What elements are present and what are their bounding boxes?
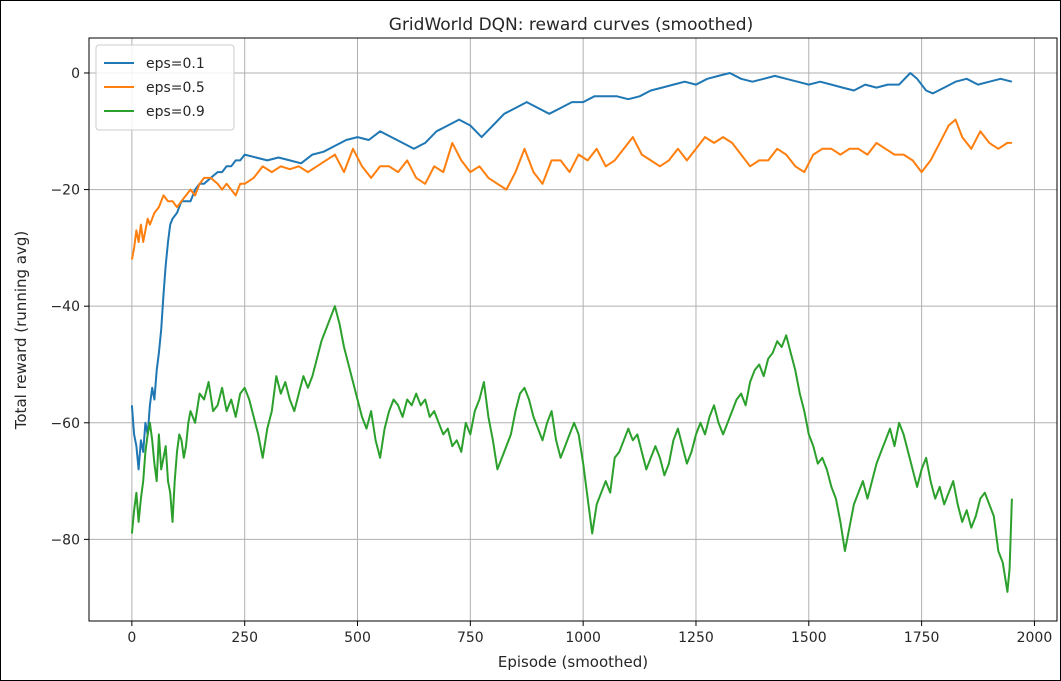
y-tick-label: −40 (50, 299, 80, 315)
chart-title: GridWorld DQN: reward curves (smoothed) (389, 15, 753, 35)
y-tick-label: −20 (50, 183, 80, 199)
x-tick-label: 1750 (904, 630, 940, 646)
y-tick-label: 0 (71, 66, 80, 82)
x-tick-label: 0 (127, 630, 136, 646)
y-tick-label: −80 (50, 532, 80, 548)
series-lines (130, 72, 1013, 593)
x-tick-label: 250 (231, 630, 258, 646)
legend-label: eps=0.9 (146, 104, 205, 120)
series-line-3 (130, 305, 1013, 593)
x-tick-label: 1250 (678, 630, 714, 646)
y-axis-label: Total reward (running avg) (12, 231, 30, 430)
series-line-1 (130, 72, 1013, 471)
x-tick-label: 2000 (1017, 630, 1053, 646)
legend-label: eps=0.5 (146, 80, 205, 96)
x-tick-label: 500 (344, 630, 371, 646)
axis-ticks: 0 250 500 750 1000 1250 1500 1750 2000 0 −20 −40 −60… (50, 66, 1052, 646)
legend-box (95, 44, 235, 131)
y-tick-label: −60 (50, 416, 80, 432)
plot-border (88, 37, 1058, 622)
x-axis-label: Episode (smoothed) (498, 653, 648, 671)
x-tick-label: 1500 (791, 630, 827, 646)
gridlines (89, 38, 1057, 621)
legend-label: eps=0.1 (146, 56, 205, 72)
plot-background (89, 38, 1057, 621)
x-tick-label: 1000 (565, 630, 601, 646)
x-tick-label: 750 (457, 630, 484, 646)
series-line-2 (130, 118, 1012, 260)
legend: eps=0.1 eps=0.5 eps=0.9 (95, 44, 235, 131)
